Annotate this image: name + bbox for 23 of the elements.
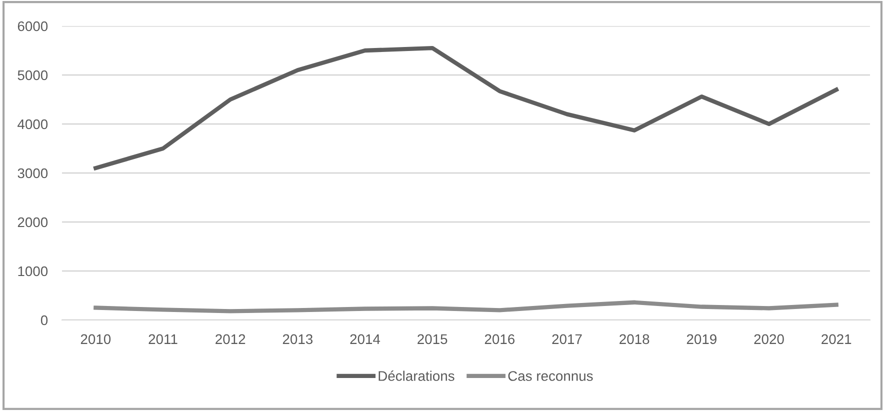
x-tick-label: 2021: [822, 334, 852, 344]
y-tick-label: 1000: [18, 266, 48, 276]
x-tick-label: 2015: [418, 334, 448, 344]
y-tick-label: 5000: [18, 70, 48, 80]
line-series: [94, 46, 838, 170]
x-tick-label: 2012: [216, 334, 246, 344]
x-tick-label: 2013: [282, 334, 313, 344]
x-tick-label: 2016: [484, 334, 515, 344]
y-tick-label: 4000: [18, 119, 48, 130]
line-series: [94, 300, 838, 314]
x-tick-label: 2011: [148, 334, 178, 344]
legend-label: Cas reconnus: [508, 371, 593, 381]
x-tick-label: 2020: [754, 334, 784, 344]
x-tick-label: 2019: [686, 334, 716, 344]
y-tick-label: 6000: [18, 21, 48, 32]
x-tick-label: 2018: [620, 334, 650, 344]
y-tick-label: 0: [40, 315, 48, 326]
x-tick-label: 2014: [350, 334, 380, 344]
x-tick-label: 2017: [552, 334, 582, 344]
x-tick-label: 2010: [80, 334, 111, 344]
legend-label: Déclarations: [378, 370, 454, 381]
y-tick-label: 2000: [18, 217, 48, 228]
y-tick-label: 3000: [18, 168, 48, 178]
